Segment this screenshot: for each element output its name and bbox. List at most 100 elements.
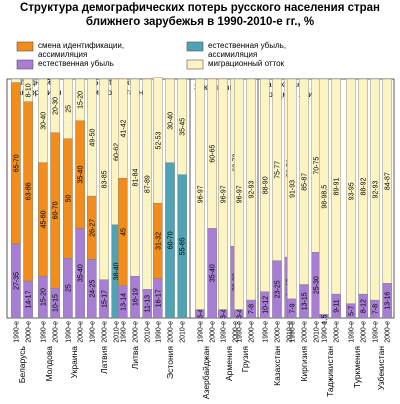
period-label: 2010-е bbox=[180, 321, 187, 343]
data-label: 45 bbox=[120, 228, 127, 236]
data-label: 45-60 bbox=[40, 210, 47, 228]
period-label: 1990-е bbox=[13, 321, 20, 343]
data-label: 92-93 bbox=[249, 180, 256, 198]
period-label: 2000-е bbox=[53, 321, 60, 343]
country-label: Казахстан bbox=[272, 346, 282, 386]
period-label: 2000-е bbox=[210, 321, 217, 343]
period-label: 2000-е bbox=[334, 321, 341, 343]
region-label: макрорегион bbox=[11, 87, 62, 97]
country-label: Армения bbox=[224, 346, 234, 381]
bar-segment-migration bbox=[99, 78, 109, 280]
chart-title: Структура демографических потерь русског… bbox=[20, 2, 380, 28]
data-label: 83-85 bbox=[102, 170, 109, 188]
data-label: 35-40 bbox=[78, 264, 85, 282]
bar-segment-migration bbox=[130, 78, 140, 277]
country-label: Эстония bbox=[165, 346, 175, 379]
data-label: 25 bbox=[65, 284, 72, 292]
country-label: Литва bbox=[130, 346, 140, 370]
data-label: 96-97 bbox=[220, 185, 227, 203]
data-label: 89-91 bbox=[334, 177, 341, 195]
bar-segment-migration bbox=[11, 78, 21, 83]
country-label: Молдова bbox=[44, 346, 54, 382]
period-label: 1990-е bbox=[89, 321, 96, 343]
country-label: Латвия bbox=[99, 346, 109, 374]
legend-swatch-identification bbox=[16, 41, 34, 52]
period-label: 1990-е bbox=[289, 321, 296, 343]
bar-segment-migration bbox=[331, 78, 341, 295]
data-label: 41-42 bbox=[120, 120, 127, 138]
period-label: 1990-е bbox=[220, 321, 227, 343]
data-label: 25 bbox=[65, 105, 72, 113]
data-label: 25-30 bbox=[314, 276, 321, 294]
bar-segment-migration bbox=[63, 78, 73, 139]
period-label: 2010-е bbox=[287, 321, 294, 343]
data-label: 30-40 bbox=[40, 112, 47, 130]
data-label: 60-65 bbox=[210, 145, 217, 163]
data-label: 7-8 bbox=[372, 304, 379, 314]
data-label: 35-45 bbox=[180, 118, 187, 136]
bar-segment-migration bbox=[50, 78, 60, 133]
period-label: 2000-е bbox=[26, 321, 33, 343]
data-label: 98-98,5 bbox=[321, 185, 328, 209]
data-label: 26-27 bbox=[89, 219, 96, 237]
data-label: 13-15 bbox=[302, 292, 309, 310]
data-label: 63-86 bbox=[26, 182, 33, 200]
bar-segment-migration bbox=[358, 78, 368, 295]
data-label: 10-12 bbox=[262, 296, 269, 314]
country-label: Туркмения bbox=[352, 346, 362, 388]
period-label: 1990-е bbox=[40, 321, 47, 343]
period-label: 1990-е bbox=[348, 321, 355, 343]
data-label: 81-84 bbox=[133, 169, 140, 187]
bar-segment-migration bbox=[382, 78, 392, 284]
data-label: 15-20 bbox=[78, 91, 85, 109]
data-label: 8-12 bbox=[361, 299, 368, 313]
bar-segment-migration bbox=[207, 78, 217, 229]
bar-segment-migration bbox=[272, 78, 282, 261]
legend-label-migration: миграционный отток bbox=[208, 59, 285, 68]
data-label: 15-20 bbox=[40, 288, 47, 306]
bar-segment-migration bbox=[195, 78, 205, 310]
data-label: 1,5-2 bbox=[321, 308, 328, 324]
legend-swatch-migration bbox=[186, 59, 204, 70]
period-label: 1990-е bbox=[236, 321, 243, 343]
data-label: 16-19 bbox=[133, 288, 140, 306]
data-label: 3-4 bbox=[236, 309, 243, 319]
data-label: 75-77 bbox=[275, 161, 282, 179]
bar-segment-migration bbox=[152, 77, 163, 204]
period-label: 1990-е bbox=[262, 321, 269, 343]
period-label: 2000-е bbox=[385, 321, 392, 343]
data-label: 92-93 bbox=[372, 180, 379, 198]
country-label: Украина bbox=[69, 346, 79, 379]
bar-segment-migration bbox=[260, 78, 270, 292]
data-label: 60-70 bbox=[53, 201, 60, 219]
bar-segment-migration bbox=[86, 78, 97, 197]
data-label: 60-62 bbox=[114, 143, 121, 161]
country-label: Узбекистан bbox=[376, 346, 386, 390]
period-label: 2000-е bbox=[361, 321, 368, 343]
data-label: 13-14 bbox=[120, 293, 127, 311]
data-label: 14-17 bbox=[26, 290, 33, 308]
data-label: 91-93 bbox=[289, 180, 296, 198]
country-label: Азербайджан bbox=[201, 346, 211, 399]
legend-label-identification: смена идентификации, ассимиляция bbox=[38, 41, 124, 59]
bar-segment-migration bbox=[246, 78, 256, 301]
period-label: 2000-е bbox=[249, 321, 256, 343]
bar-segment-migration bbox=[117, 78, 128, 179]
legend-label-nat_assim: естественная убыль, ассимиляция bbox=[208, 41, 286, 59]
bar-segment-migration bbox=[346, 78, 356, 304]
data-label: 70-75 bbox=[314, 157, 321, 175]
bar-segment-migration bbox=[165, 78, 175, 163]
data-label: 9-11 bbox=[334, 299, 341, 313]
period-label: 1990-е bbox=[65, 321, 72, 343]
bar-segment-migration bbox=[319, 78, 329, 315]
data-label: 35-40 bbox=[78, 166, 85, 184]
data-label: 24-25 bbox=[89, 280, 96, 298]
data-label: 88-90 bbox=[262, 176, 269, 194]
data-label: 84-87 bbox=[385, 172, 392, 190]
data-label: 23-25 bbox=[275, 280, 282, 298]
period-label: 2010-е bbox=[114, 321, 121, 343]
data-label: 16-17 bbox=[155, 289, 162, 307]
data-label: 15-17 bbox=[102, 290, 109, 308]
data-label: 20-30 bbox=[53, 97, 60, 115]
